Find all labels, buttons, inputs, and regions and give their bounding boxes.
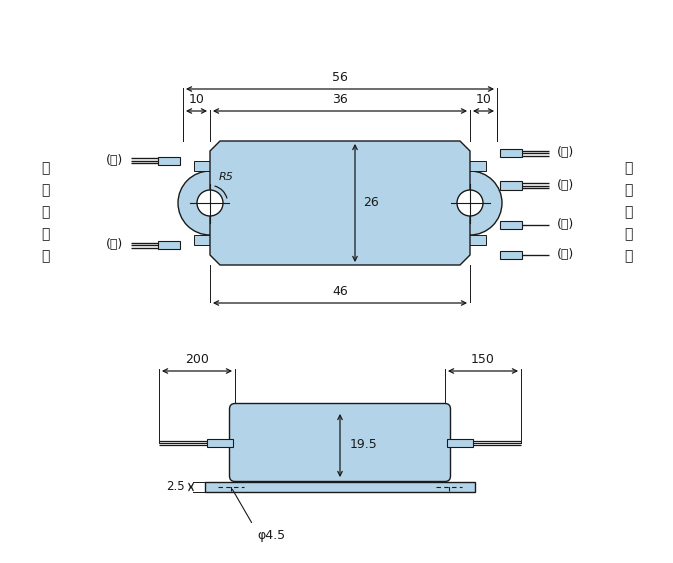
Text: 10: 10 bbox=[188, 93, 205, 106]
Text: (青): (青) bbox=[557, 146, 574, 159]
Text: 入: 入 bbox=[41, 183, 49, 197]
Bar bbox=[468, 161, 486, 171]
Text: 2.5: 2.5 bbox=[166, 480, 185, 494]
Circle shape bbox=[178, 171, 242, 235]
Bar bbox=[500, 149, 522, 157]
Bar bbox=[500, 181, 522, 190]
Bar bbox=[194, 161, 212, 171]
Text: 》: 》 bbox=[41, 249, 49, 263]
Circle shape bbox=[438, 171, 502, 235]
Text: 側: 側 bbox=[624, 227, 632, 241]
Text: 150: 150 bbox=[471, 353, 495, 366]
Text: 26: 26 bbox=[363, 196, 379, 209]
Bar bbox=[207, 439, 233, 447]
Bar bbox=[500, 221, 522, 229]
Bar bbox=[468, 235, 486, 245]
Text: (黒): (黒) bbox=[557, 248, 574, 261]
Text: 36: 36 bbox=[332, 93, 348, 106]
Text: 力: 力 bbox=[624, 205, 632, 219]
Text: 力: 力 bbox=[41, 205, 49, 219]
Text: φ4.5: φ4.5 bbox=[257, 529, 285, 542]
Polygon shape bbox=[210, 141, 470, 265]
Text: 《: 《 bbox=[624, 161, 632, 175]
Text: 56: 56 bbox=[332, 71, 348, 84]
Text: (白): (白) bbox=[106, 239, 123, 252]
Bar bbox=[500, 251, 522, 259]
Bar bbox=[447, 439, 473, 447]
Text: 《: 《 bbox=[41, 161, 49, 175]
Text: 》: 》 bbox=[624, 249, 632, 263]
Text: (青): (青) bbox=[557, 179, 574, 192]
Text: 46: 46 bbox=[332, 285, 348, 298]
Text: (黄): (黄) bbox=[106, 154, 123, 168]
Bar bbox=[158, 241, 180, 249]
Bar bbox=[205, 482, 475, 492]
Text: 19.5: 19.5 bbox=[350, 439, 378, 452]
FancyBboxPatch shape bbox=[229, 404, 450, 481]
Text: 10: 10 bbox=[476, 93, 491, 106]
Text: R5: R5 bbox=[219, 172, 234, 182]
Text: 200: 200 bbox=[185, 353, 209, 366]
Text: 出: 出 bbox=[624, 183, 632, 197]
Text: (赤): (赤) bbox=[557, 218, 574, 231]
Circle shape bbox=[197, 190, 223, 216]
Bar bbox=[194, 235, 212, 245]
Bar bbox=[158, 157, 180, 166]
Text: 側: 側 bbox=[41, 227, 49, 241]
Circle shape bbox=[457, 190, 483, 216]
